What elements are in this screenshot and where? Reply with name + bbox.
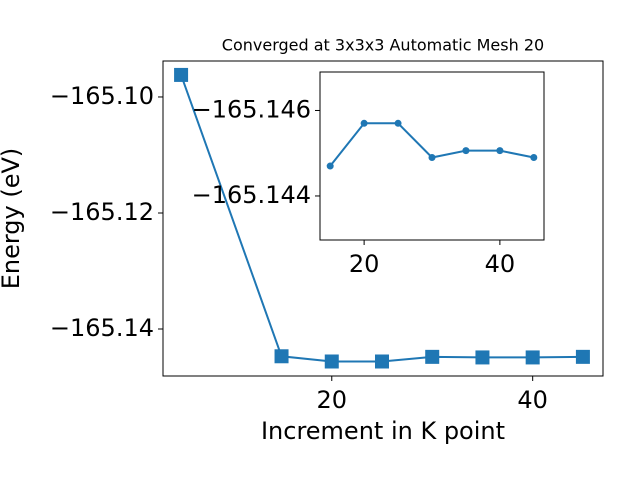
marker xyxy=(575,349,590,364)
marker xyxy=(374,354,389,369)
y-tick-label: −165.146 xyxy=(192,95,311,123)
x-tick-label: 20 xyxy=(316,386,347,414)
y-axis-label: Energy (eV) xyxy=(0,148,25,290)
marker xyxy=(475,350,490,365)
marker xyxy=(530,153,538,161)
marker xyxy=(425,349,440,364)
x-tick-label: 40 xyxy=(485,250,516,278)
chart-title: Converged at 3x3x3 Automatic Mesh 20 xyxy=(222,36,544,55)
marker xyxy=(525,350,540,365)
series-line xyxy=(180,74,583,363)
marker xyxy=(274,349,289,364)
marker xyxy=(360,119,368,127)
marker xyxy=(324,354,339,369)
marker xyxy=(462,147,470,155)
x-tick-label: 20 xyxy=(349,250,380,278)
y-tick-label: −165.144 xyxy=(192,181,311,209)
x-axis-label: Increment in K point xyxy=(261,417,505,445)
marker xyxy=(428,153,436,161)
x-tick-label: 40 xyxy=(517,386,548,414)
y-tick-label: −165.14 xyxy=(50,314,154,342)
y-tick-label: −165.12 xyxy=(50,198,154,226)
marker xyxy=(496,147,504,155)
marker xyxy=(326,162,334,170)
y-tick-label: −165.10 xyxy=(50,82,154,110)
marker xyxy=(174,67,189,82)
marker xyxy=(394,119,402,127)
